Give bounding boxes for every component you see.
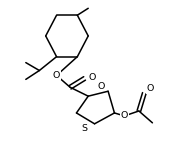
- Text: O: O: [97, 82, 104, 91]
- Text: O: O: [89, 73, 96, 82]
- Text: O: O: [121, 111, 128, 120]
- Text: S: S: [82, 124, 88, 133]
- Text: O: O: [53, 71, 60, 80]
- Text: O: O: [146, 84, 153, 93]
